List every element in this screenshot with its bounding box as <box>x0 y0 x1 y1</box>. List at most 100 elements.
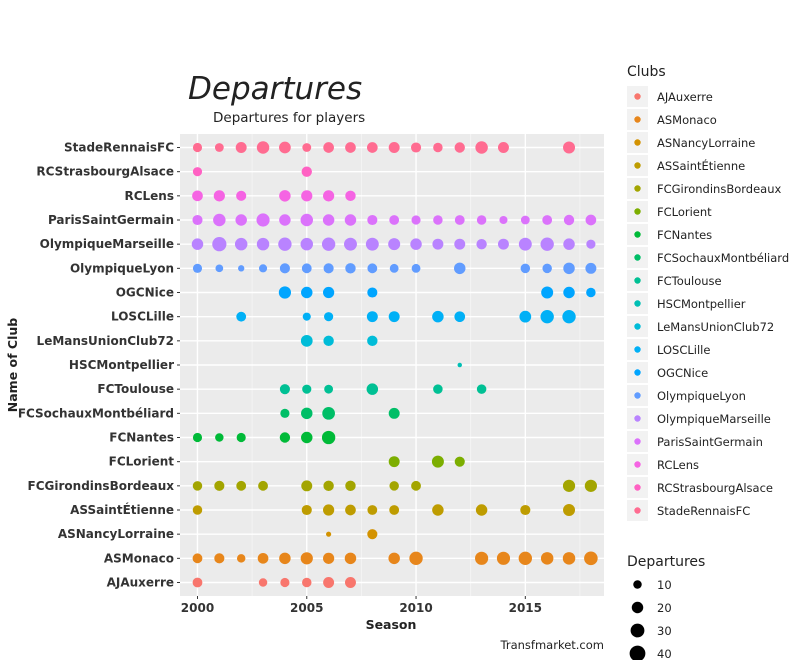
legend-label: LOSCLille <box>657 343 710 357</box>
point-ASSaintÉtienne <box>345 504 356 516</box>
point-OlympiqueMarseille <box>256 237 270 251</box>
y-tick-label: FCGirondinsBordeaux <box>28 479 175 493</box>
x-tick-label: 2015 <box>509 601 542 615</box>
color-legend-title: Clubs <box>627 64 666 80</box>
point-LOSCLille <box>432 310 444 323</box>
point-FCToulouse <box>366 383 379 395</box>
legend-label: OGCNice <box>657 366 708 380</box>
x-tick-label: 2005 <box>290 601 323 615</box>
legend-swatch <box>634 162 641 169</box>
point-FCGirondinsBordeaux <box>192 481 203 491</box>
point-ASMonaco <box>214 553 225 564</box>
point-OGCNice <box>323 286 335 299</box>
point-StadeRennaisFC <box>279 141 291 154</box>
point-ParisSaintGermain <box>344 214 357 226</box>
point-FCLorient <box>431 455 444 468</box>
point-ASMonaco <box>540 552 554 565</box>
point-OlympiqueLyon <box>238 265 245 272</box>
point-OlympiqueLyon <box>301 263 312 274</box>
point-ASSaintÉtienne <box>563 504 576 516</box>
point-ParisSaintGermain <box>300 213 313 227</box>
point-ASMonaco <box>279 552 291 565</box>
point-FCGirondinsBordeaux <box>584 479 598 492</box>
point-LOSCLille <box>454 311 466 323</box>
legend-swatch <box>634 139 641 146</box>
point-FCGirondinsBordeaux <box>258 480 268 491</box>
legend-swatch <box>634 507 641 514</box>
point-FCSochauxMontbéliard <box>280 408 290 418</box>
point-FCNantes <box>192 432 203 443</box>
x-tick-label: 2000 <box>181 601 214 615</box>
point-FCGirondinsBordeaux <box>323 480 334 492</box>
point-ASMonaco <box>518 551 533 566</box>
y-tick-label: OlympiqueLyon <box>70 261 174 275</box>
point-FCLorient <box>454 456 465 467</box>
point-FCNantes <box>279 432 291 443</box>
point-OlympiqueMarseille <box>388 238 401 251</box>
size-legend-label: 10 <box>657 578 672 592</box>
point-LOSCLille <box>302 312 311 321</box>
point-OlympiqueMarseille <box>432 238 444 250</box>
point-OlympiqueMarseille <box>410 238 422 250</box>
legend-swatch <box>634 323 641 330</box>
size-legend-dot <box>630 623 645 638</box>
y-tick-label: AJAuxerre <box>107 576 174 590</box>
point-OlympiqueMarseille <box>476 238 487 250</box>
point-LOSCLille <box>519 310 532 323</box>
data-points <box>191 141 598 588</box>
point-ASSaintÉtienne <box>389 505 400 515</box>
legend-label: AJAuxerre <box>657 90 713 104</box>
point-AJAuxerre <box>192 577 203 588</box>
legend-label: ASMonaco <box>657 113 717 127</box>
point-ASMonaco <box>562 552 576 565</box>
point-ParisSaintGermain <box>213 213 226 227</box>
point-StadeRennaisFC <box>323 142 334 153</box>
point-AJAuxerre <box>323 577 335 588</box>
point-FCSochauxMontbéliard <box>388 407 400 419</box>
y-tick-label: RCStrasbourgAlsace <box>36 165 174 179</box>
point-FCGirondinsBordeaux <box>389 481 399 491</box>
point-ParisSaintGermain <box>454 215 465 225</box>
y-tick-label: FCLorient <box>109 455 175 469</box>
y-tick-label: FCToulouse <box>97 382 174 396</box>
point-StadeRennaisFC <box>475 141 488 154</box>
y-axis-title: Name of Club <box>5 318 20 412</box>
point-FCGirondinsBordeaux <box>236 480 247 491</box>
point-FCSochauxMontbéliard <box>322 406 335 420</box>
legend-swatch <box>634 277 641 284</box>
point-OlympiqueMarseille <box>300 237 313 251</box>
point-OlympiqueMarseille <box>497 238 509 250</box>
point-OGCNice <box>278 286 292 299</box>
point-ParisSaintGermain <box>235 214 247 226</box>
legend-label: StadeRennaisFC <box>657 504 750 518</box>
point-AJAuxerre <box>280 577 290 588</box>
y-tick-label: ASMonaco <box>104 551 174 565</box>
point-OlympiqueLyon <box>215 264 224 273</box>
legend-swatch <box>634 300 641 307</box>
point-FCToulouse <box>476 384 487 394</box>
size-legend-dot <box>633 580 642 589</box>
point-ASSaintÉtienne <box>520 504 531 516</box>
point-StadeRennaisFC <box>410 142 422 153</box>
legend-swatch <box>634 208 641 215</box>
point-StadeRennaisFC <box>192 142 203 153</box>
point-RCLens <box>323 190 335 202</box>
point-FCGirondinsBordeaux <box>562 479 576 492</box>
point-FCNantes <box>301 431 313 444</box>
y-tick-label: LeMansUnionClub72 <box>37 334 174 348</box>
chart-caption: Transfmarket.com <box>500 638 604 652</box>
legend-swatch <box>634 369 641 376</box>
point-ParisSaintGermain <box>192 214 203 226</box>
color-legend: AJAuxerre ASMonaco ASNancyLorraine ASSaintÉ… <box>627 86 789 521</box>
size-legend-dot <box>629 645 646 660</box>
point-OlympiqueLyon <box>454 262 466 275</box>
chart-title: Departures <box>188 71 362 107</box>
chart-subtitle: Departures for players <box>213 110 365 126</box>
legend-label: HSCMontpellier <box>657 297 746 311</box>
point-ParisSaintGermain <box>433 215 443 225</box>
point-OlympiqueLyon <box>585 262 597 274</box>
legend-swatch <box>634 185 641 192</box>
point-OlympiqueLyon <box>259 264 268 273</box>
point-LeMansUnionClub72 <box>300 334 313 347</box>
point-AJAuxerre <box>258 578 268 587</box>
